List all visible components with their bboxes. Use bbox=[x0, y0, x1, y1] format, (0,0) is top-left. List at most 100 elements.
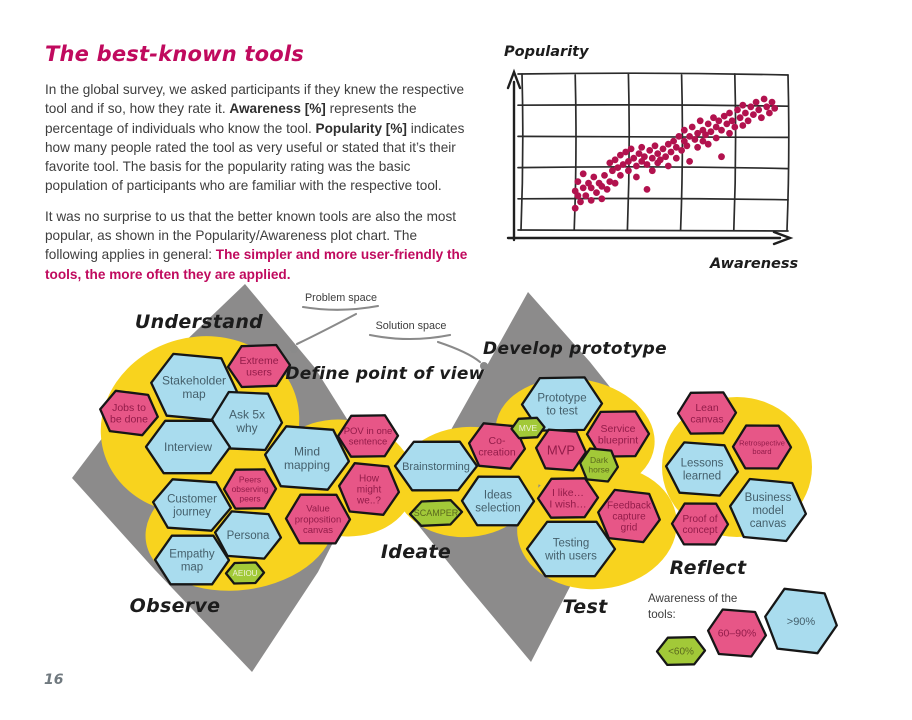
legend-gt90-label: >90% bbox=[787, 616, 816, 628]
intro-paragraph: In the global survey, we asked participa… bbox=[45, 80, 469, 196]
tool-hex-jobs-to-be-done: Jobs to be done bbox=[99, 389, 159, 437]
awareness-legend-title: Awareness of the tools: bbox=[648, 592, 737, 621]
scatter-point bbox=[688, 123, 696, 131]
scatter-point bbox=[680, 126, 688, 134]
tool-hex-mvp: MVP bbox=[534, 428, 588, 472]
article-text-column: The best-known tools In the global surve… bbox=[45, 42, 469, 295]
solution-space-label: Solution space bbox=[376, 320, 447, 332]
scatter-point bbox=[750, 111, 757, 118]
scatter-point bbox=[718, 126, 725, 134]
scatter-point bbox=[736, 114, 744, 122]
scatter-point bbox=[611, 179, 619, 187]
scatter-point bbox=[691, 136, 699, 143]
grid-line-vertical bbox=[573, 74, 577, 231]
conclusion-accent-text: The simpler and more user-friendly the t… bbox=[45, 247, 468, 282]
scatter-point bbox=[696, 117, 704, 125]
scatter-point bbox=[686, 133, 693, 140]
intro-text-post: indicates how many people rated the tool… bbox=[45, 120, 465, 194]
scatter-point bbox=[609, 167, 616, 175]
tool-hex-lessons-learned-label: Lessons learned bbox=[681, 458, 724, 483]
tool-hex-proof-of-concept-shape bbox=[670, 502, 730, 546]
tool-hex-testing-with-users-shape bbox=[525, 520, 617, 578]
scatter-point bbox=[728, 117, 736, 125]
grid-line-horizontal bbox=[517, 165, 789, 170]
scatter-point bbox=[606, 159, 614, 167]
phase-reflect: Reflect bbox=[670, 557, 747, 579]
tool-hex-value-proposition-canvas-label: Value proposition canvas bbox=[295, 504, 341, 536]
scatter-point bbox=[704, 120, 712, 128]
grid-line-vertical bbox=[732, 73, 737, 231]
tool-hex-extreme-users-label: Extreme users bbox=[239, 355, 278, 379]
tool-hex-ideas-selection: Ideas selection bbox=[460, 475, 536, 527]
scatter-point bbox=[633, 162, 640, 170]
scatter-point bbox=[744, 117, 752, 125]
phase-understand: Understand bbox=[135, 311, 263, 333]
scatter-point bbox=[662, 153, 669, 161]
tool-hex-aeiou: AEIOU bbox=[224, 561, 266, 585]
tool-hex-aeiou-label: AEIOU bbox=[233, 569, 258, 578]
tool-hex-empathy-map-shape bbox=[153, 534, 231, 586]
tool-hex-co-creation-label: Co-creation bbox=[478, 435, 516, 459]
legend-lt60: <60% bbox=[655, 635, 707, 667]
problem-space-label-underline bbox=[301, 304, 380, 311]
scatter-point bbox=[747, 103, 755, 111]
tool-hex-persona-label: Persona bbox=[227, 530, 270, 542]
conclusion-text: It was no surprise to us that the better… bbox=[45, 208, 457, 263]
scatter-point bbox=[731, 123, 739, 131]
tool-hex-interview: Interview bbox=[144, 419, 232, 475]
scatter-point bbox=[617, 151, 624, 159]
tool-hex-service-blueprint-shape bbox=[585, 410, 651, 458]
tool-hex-mve: MVE bbox=[510, 416, 546, 440]
legend-60-90-shape bbox=[706, 608, 768, 658]
tool-hex-mvp-label: MVP bbox=[547, 443, 575, 458]
tool-hex-extreme-users-shape bbox=[226, 343, 292, 389]
tool-hex-ask-5x-why-label: Ask 5x why bbox=[229, 407, 265, 434]
scatter-point bbox=[577, 198, 584, 206]
scatter-point bbox=[574, 178, 582, 186]
scatter-point bbox=[710, 114, 717, 122]
scatter-point bbox=[582, 192, 590, 200]
scatter-point bbox=[664, 140, 672, 148]
scatter-point bbox=[646, 147, 654, 154]
scatter-point bbox=[635, 150, 643, 157]
scatter-point bbox=[752, 98, 760, 106]
scatter-point bbox=[664, 162, 672, 170]
solution-space-label-arrow-dot bbox=[480, 362, 488, 370]
conclusion-paragraph: It was no surprise to us that the better… bbox=[45, 207, 469, 284]
scatter-point bbox=[606, 178, 614, 186]
intro-text-mid: represents the percentage of individuals… bbox=[45, 101, 417, 136]
scatter-point bbox=[768, 98, 776, 106]
scatter-point bbox=[601, 172, 608, 179]
tool-hex-service-blueprint: Service blueprint bbox=[585, 410, 651, 458]
scatter-point bbox=[763, 103, 771, 111]
scatter-point bbox=[760, 95, 768, 103]
scatter-point bbox=[622, 148, 630, 156]
scatter-point bbox=[654, 150, 662, 157]
scatter-point bbox=[656, 156, 664, 164]
scatter-point bbox=[648, 167, 656, 175]
tool-hex-business-model-canvas-shape bbox=[728, 477, 808, 543]
scatter-point bbox=[720, 112, 728, 120]
scatter-point bbox=[739, 122, 747, 129]
tool-hex-peers-observing-peers: Peers observing peers bbox=[222, 468, 278, 510]
tool-hex-mvp-shape bbox=[534, 428, 588, 472]
tool-hex-testing-with-users: Testing with users bbox=[525, 520, 617, 578]
tool-hex-how-might-we-label: How might we..? bbox=[356, 473, 381, 506]
scatter-point bbox=[670, 137, 677, 145]
scatter-point bbox=[739, 101, 747, 109]
tool-hex-extreme-users: Extreme users bbox=[226, 343, 292, 389]
tool-hex-scamper-label: SCAMPER bbox=[414, 508, 459, 518]
tool-hex-mve-label: MVE bbox=[519, 423, 538, 433]
scatter-point bbox=[643, 186, 651, 193]
tool-hex-persona-shape bbox=[213, 510, 283, 560]
scatter-point bbox=[617, 172, 624, 179]
tool-hex-lean-canvas-shape bbox=[676, 391, 738, 435]
tool-hex-i-like-i-wish-shape bbox=[536, 477, 600, 519]
scatter-point bbox=[579, 184, 587, 192]
page-title: The best-known tools bbox=[45, 42, 304, 66]
grid-line-horizontal bbox=[517, 197, 789, 201]
grid-line-horizontal bbox=[517, 135, 789, 139]
tool-hex-i-like-i-wish: I like… I wish… bbox=[536, 477, 600, 519]
